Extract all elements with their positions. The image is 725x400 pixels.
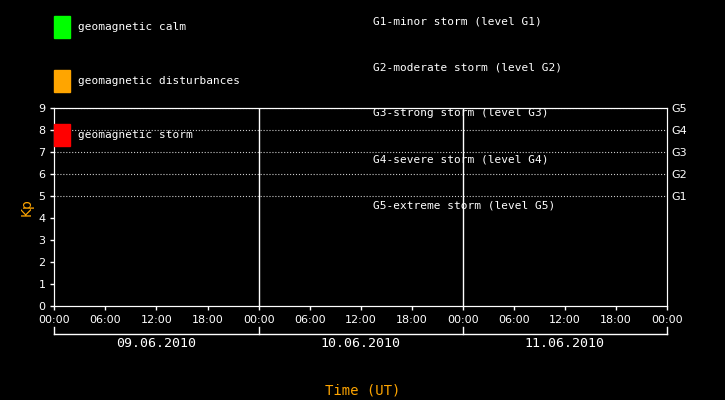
Text: G4-severe storm (level G4): G4-severe storm (level G4): [373, 154, 549, 164]
Text: geomagnetic disturbances: geomagnetic disturbances: [78, 76, 239, 86]
Text: 11.06.2010: 11.06.2010: [525, 337, 605, 350]
Text: 09.06.2010: 09.06.2010: [117, 337, 196, 350]
Text: 10.06.2010: 10.06.2010: [320, 337, 401, 350]
Text: G3-strong storm (level G3): G3-strong storm (level G3): [373, 108, 549, 118]
Y-axis label: Kp: Kp: [20, 198, 34, 216]
Text: Time (UT): Time (UT): [325, 384, 400, 398]
Text: geomagnetic storm: geomagnetic storm: [78, 130, 192, 140]
Text: G1-minor storm (level G1): G1-minor storm (level G1): [373, 16, 542, 26]
Text: G2-moderate storm (level G2): G2-moderate storm (level G2): [373, 62, 563, 72]
Text: G5-extreme storm (level G5): G5-extreme storm (level G5): [373, 200, 555, 210]
Text: geomagnetic calm: geomagnetic calm: [78, 22, 186, 32]
